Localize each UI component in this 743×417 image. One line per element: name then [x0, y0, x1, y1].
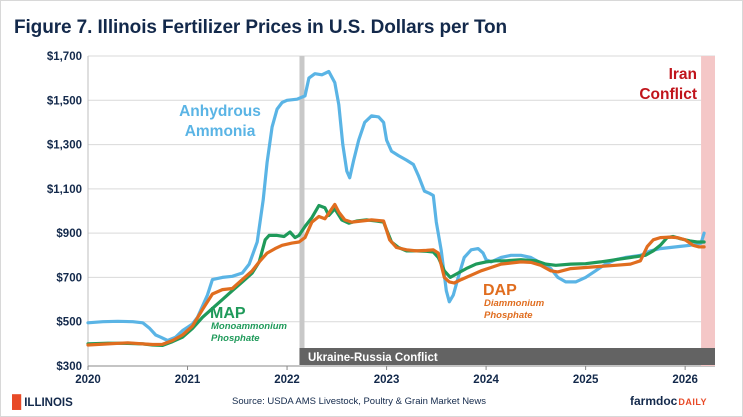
series-line-dap [86, 202, 706, 347]
illinois-block-i-icon: █ [12, 394, 22, 409]
chart-title: Figure 7. Illinois Fertilizer Prices in … [14, 17, 508, 38]
y-tick-label: $500 [56, 317, 82, 329]
y-tick-label: $300 [56, 361, 82, 373]
y-tick-label: $700 [56, 272, 82, 284]
farmdoc-logo-main: farmdoc [630, 394, 678, 408]
series-line-anhydrous [86, 69, 706, 343]
x-tick-label: 2021 [175, 374, 201, 386]
series-line-map [86, 203, 706, 347]
iran-label-line2: Conflict [639, 86, 697, 103]
x-tick-label: 2022 [274, 374, 300, 386]
dap-label: DAP [483, 282, 517, 299]
ukraine-conflict-start-line [299, 56, 305, 366]
anhydrous-label-line2: Ammonia [185, 123, 256, 140]
y-tick-label: $1,300 [47, 140, 82, 152]
map-label: MAP [210, 305, 246, 322]
iran-conflict-band [701, 56, 715, 366]
dap-sublabel-line1: Diammonium [484, 298, 545, 309]
farmdoc-daily-logo: farmdocDAILY [630, 394, 707, 408]
x-tick-label: 2020 [75, 374, 101, 386]
x-tick-label: 2026 [672, 374, 698, 386]
ukraine-conflict-label: Ukraine-Russia Conflict [308, 352, 438, 364]
x-tick-label: 2024 [473, 374, 499, 386]
footer: █ ILLINOIS Source: USDA AMS Livestock, Po… [0, 388, 743, 414]
y-tick-label: $1,100 [47, 184, 82, 196]
source-note: Source: USDA AMS Livestock, Poultry & Gr… [232, 396, 486, 407]
y-tick-label: $1,700 [47, 51, 82, 63]
farmdoc-logo-sub: DAILY [678, 397, 708, 407]
iran-label-line1: Iran [669, 66, 697, 83]
x-tick-label: 2025 [573, 374, 599, 386]
map-sublabel-line2: Phosphate [211, 333, 260, 344]
illinois-logo-text: ILLINOIS [24, 397, 73, 409]
y-tick-label: $900 [56, 228, 82, 240]
x-tick-label: 2023 [374, 374, 400, 386]
map-sublabel-line1: Monoammonium [211, 321, 288, 332]
anhydrous-label-line1: Anhydrous [179, 103, 261, 120]
y-tick-label: $1,500 [47, 95, 82, 107]
illinois-logo: █ ILLINOIS [12, 394, 73, 409]
ukraine-conflict-bar [299, 348, 715, 365]
dap-sublabel-line2: Phosphate [484, 310, 533, 321]
